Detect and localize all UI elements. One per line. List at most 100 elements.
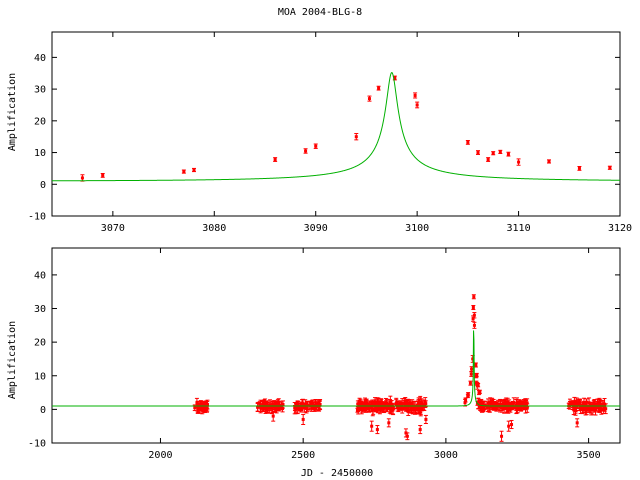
model-curve [52,330,620,407]
y-tick-label: -10 [28,439,46,450]
data-point [516,158,521,166]
data-point [415,101,420,109]
data-point [574,399,579,406]
data-point [465,139,470,145]
data-point [468,380,473,386]
x-tick-label: 3090 [304,223,328,234]
data-point [577,398,582,409]
bottom-panel: -10 0 10 20 30 40 2000 2500 3000 3500 [28,247,621,461]
data-point [372,399,377,412]
data-point [405,432,410,441]
data-points [192,294,608,442]
data-point [181,169,186,174]
plot-frame [51,31,621,217]
y-tick-label: 40 [34,270,46,281]
top-panel: -10 0 10 20 30 40 3070 3080 3090 3100 3110 3120 [28,31,632,234]
top-y-axis-label: Amplification [7,73,18,151]
data-point [474,372,479,378]
data-point [192,167,196,173]
data-point [271,410,276,422]
data-point [355,407,360,413]
data-point [466,392,471,397]
data-point [200,401,205,409]
data-point [313,143,318,149]
data-point [591,400,596,409]
data-point [387,403,392,414]
x-tick-label: 3110 [507,223,531,234]
y-tick-label: 0 [40,180,46,191]
bottom-y-axis-label: Amplification [7,321,18,399]
y-tick-label: 30 [34,304,46,315]
x-tick-label: 2500 [291,450,315,461]
data-point [472,321,477,329]
data-point [375,425,380,435]
data-point [305,401,310,407]
data-point [494,406,499,412]
model-curve [52,72,620,182]
data-point [418,425,423,435]
x-tick-label: 3000 [434,450,458,461]
data-point [487,400,492,413]
data-point [502,401,507,414]
data-point [369,401,374,409]
data-points [80,75,612,182]
data-point [301,413,306,426]
y-tick-label: -10 [28,212,46,223]
data-point [494,401,499,406]
data-point [471,294,476,300]
data-point [317,399,322,410]
data-point [491,151,496,156]
data-point [476,397,481,410]
y-tick-label: 40 [34,53,46,64]
data-point [570,400,575,411]
data-point [506,420,511,432]
y-tick-label: 20 [34,338,46,349]
x-tick-label: 3500 [577,450,601,461]
data-point [603,403,608,415]
data-point [476,382,481,388]
data-point [100,172,105,178]
data-point [597,403,602,410]
data-point [204,402,209,408]
data-point [476,150,480,155]
data-point [409,402,414,413]
y-tick-label: 20 [34,116,46,127]
data-point [367,95,372,102]
data-point [378,400,383,406]
data-point [498,149,503,155]
data-point [418,406,423,414]
x-tick-label: 3100 [405,223,429,234]
data-point [386,418,391,428]
data-point [499,430,504,442]
data-point [509,419,514,430]
data-point [471,304,476,311]
x-tick-label: 3080 [202,223,226,234]
y-tick-label: 10 [34,148,46,159]
data-point [547,159,551,164]
data-point [80,174,85,182]
data-point [376,85,381,91]
data-point [472,312,477,319]
data-point [382,402,387,414]
data-point [263,398,268,409]
data-point [423,414,428,424]
data-point [280,400,285,409]
data-point [577,166,582,171]
data-point [583,401,588,414]
bottom-x-axis-label: JD - 2450000 [301,468,373,479]
data-point [303,148,308,154]
y-tick-label: 30 [34,85,46,96]
data-point [607,165,612,170]
data-point [394,399,399,409]
data-point [486,157,491,162]
data-point [477,389,482,395]
data-point [365,402,370,411]
x-tick-label: 3120 [608,223,632,234]
data-point [273,157,278,162]
data-point [575,418,580,428]
y-tick-label: 0 [40,405,46,416]
data-point [506,151,511,157]
x-tick-label: 3070 [101,223,125,234]
data-point [500,400,505,413]
